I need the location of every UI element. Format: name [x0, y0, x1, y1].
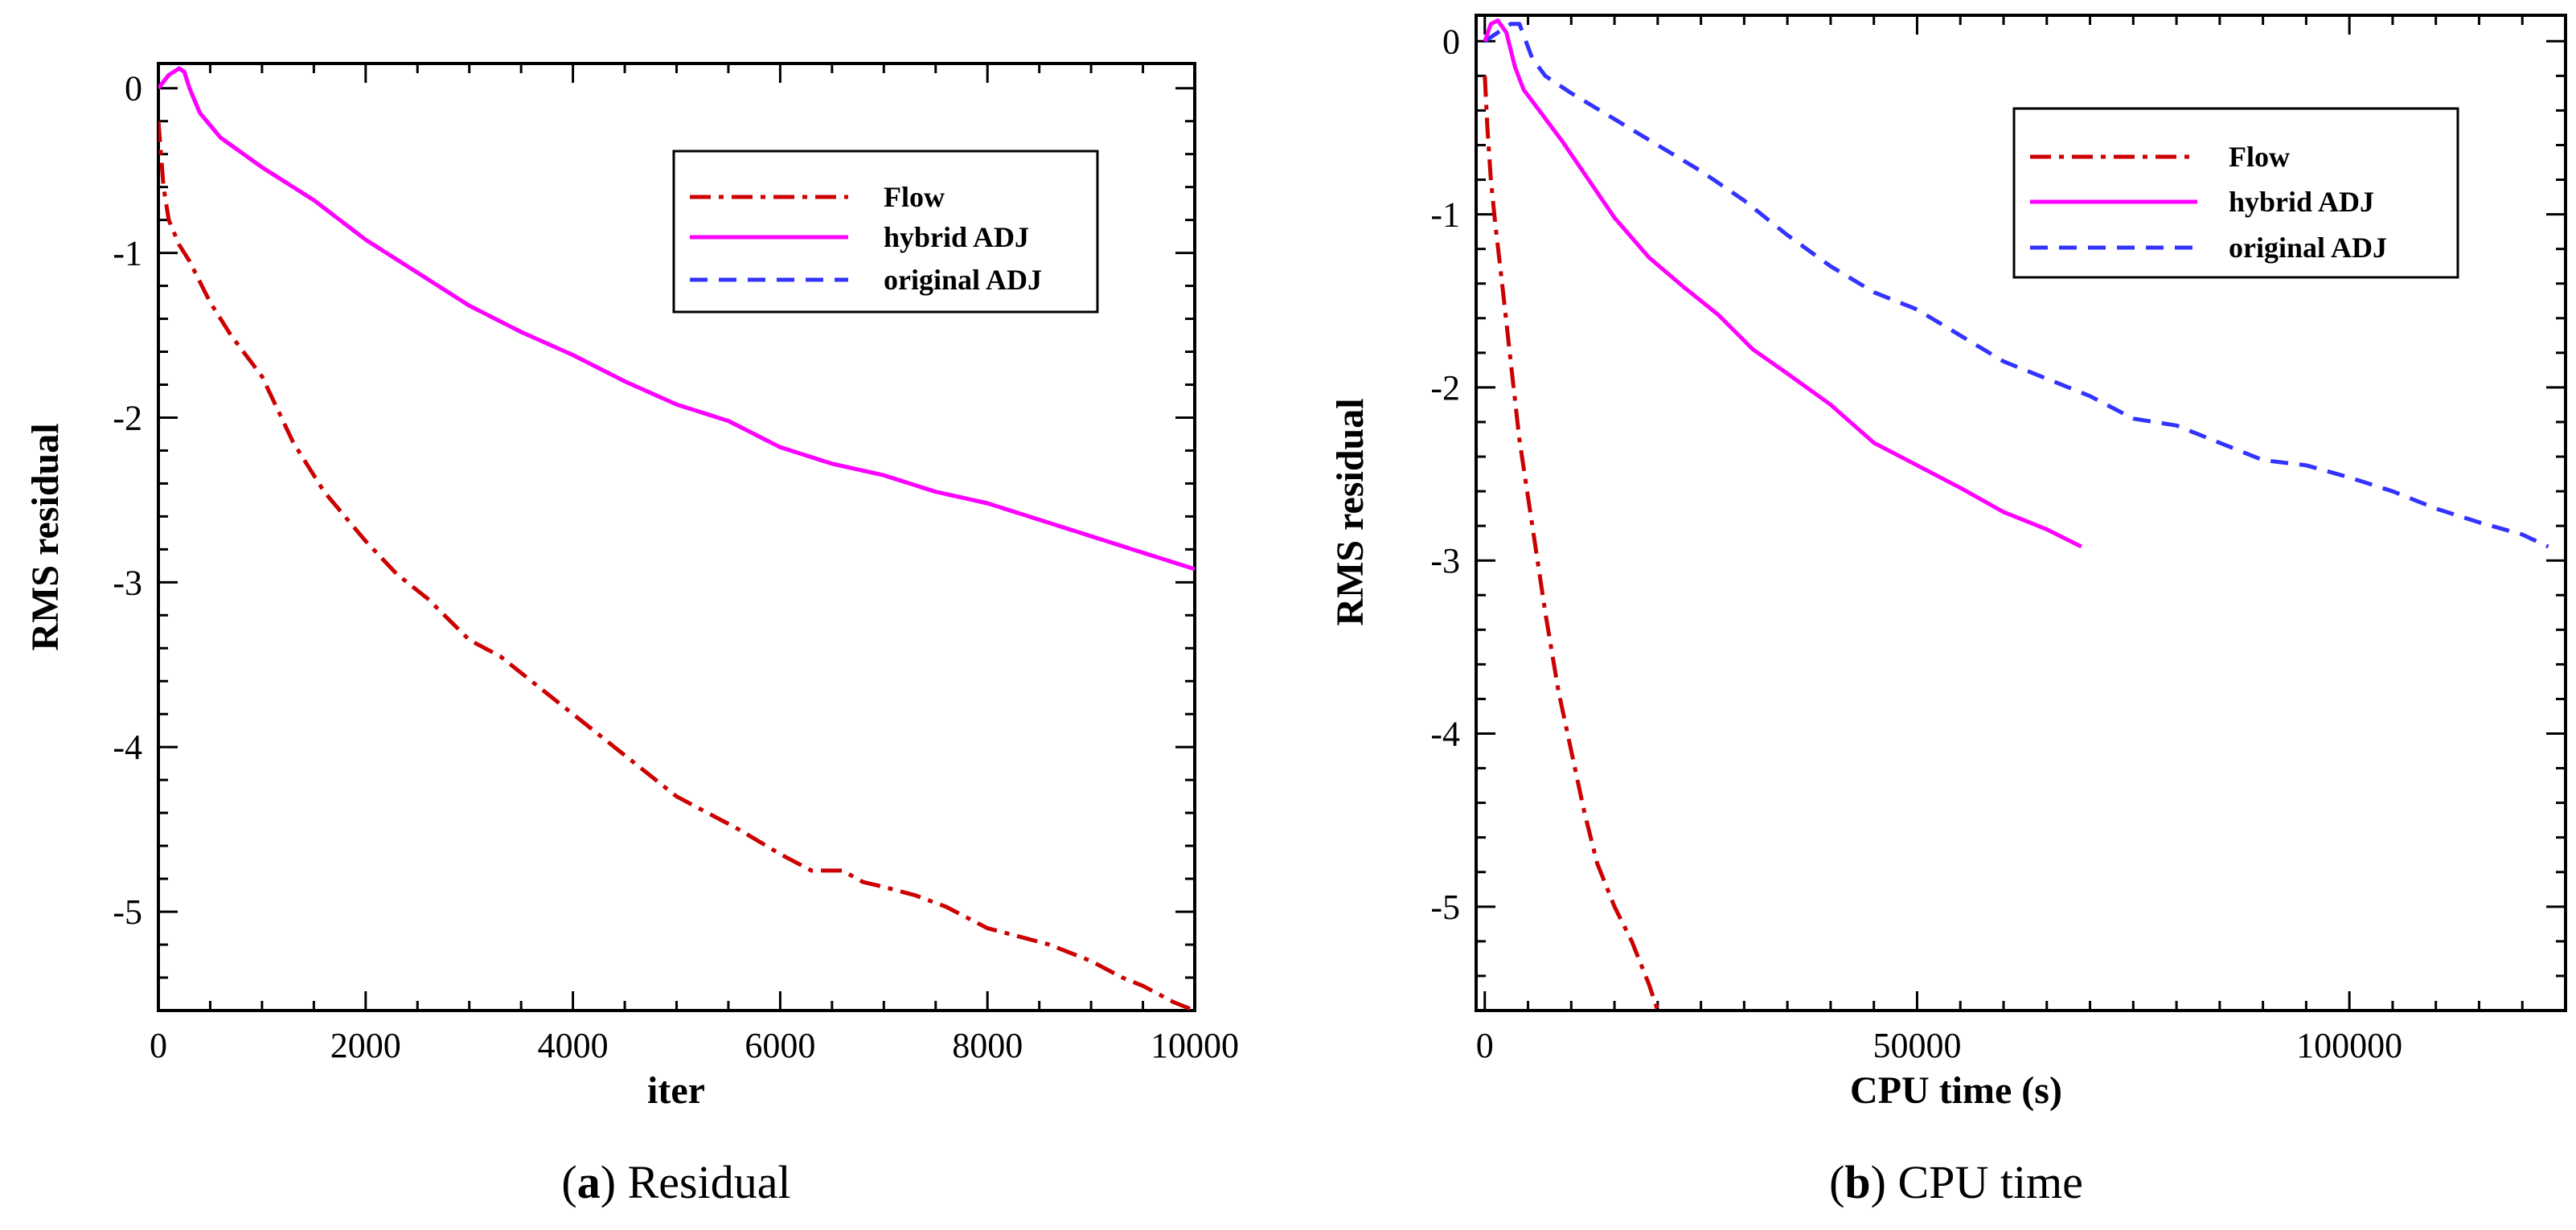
- panel-b-legend-label-flow: Flow: [2229, 141, 2290, 173]
- x-tick-label: 50000: [1873, 1026, 1961, 1065]
- x-tick-label: 10000: [1151, 1026, 1239, 1065]
- panel-b: 0 50000 100000 0 -1 -2 -3 -4 -5 CPU time (s) RM…: [1329, 14, 2567, 1208]
- panel-b-plot-frame: [1475, 14, 2567, 1012]
- panel-b-ticks: [1476, 15, 2567, 1011]
- panel-b-y-tick-labels: 0 -1 -2 -3 -4 -5: [1430, 22, 1460, 927]
- y-tick-label: -3: [113, 563, 142, 602]
- y-tick-label: -1: [1430, 195, 1460, 235]
- y-tick-label: 0: [125, 69, 142, 109]
- series-line-original-adj: [158, 66, 1195, 572]
- panel-b-caption-letter: b: [1844, 1156, 1870, 1208]
- panel-b-x-tick-labels: 0 50000 100000: [1476, 1026, 2402, 1065]
- panel-b-series: [1483, 18, 2549, 1011]
- x-tick-label: 8000: [952, 1026, 1023, 1065]
- y-tick-label: -3: [1430, 541, 1460, 580]
- panel-b-caption-text: CPU time: [1898, 1156, 2083, 1208]
- panel-a-caption: (a) Residual: [561, 1156, 790, 1208]
- panel-a: 0 2000 4000 6000 8000 10000 0-1-2-3-4-5 iter …: [24, 62, 1239, 1208]
- panel-a-legend-label-hybrid: hybrid ADJ: [884, 221, 1029, 253]
- y-tick-label: 0: [1442, 22, 1460, 61]
- series-line-flow: [158, 121, 1195, 1011]
- x-tick-label: 0: [1476, 1026, 1494, 1065]
- panel-b-legend-label-original: original ADJ: [2229, 232, 2387, 264]
- panel-b-xlabel: CPU time (s): [1850, 1069, 2062, 1112]
- x-tick-label: 0: [150, 1026, 167, 1065]
- x-tick-label: 4000: [538, 1026, 609, 1065]
- panel-a-x-tick-labels: 0 2000 4000 6000 8000 10000: [150, 1026, 1239, 1065]
- panel-a-caption-letter: a: [577, 1156, 601, 1208]
- series-line-hybrid-adj: [1483, 18, 2082, 549]
- y-tick-label: -5: [113, 892, 142, 932]
- x-tick-label: 100000: [2296, 1026, 2402, 1065]
- panel-b-legend-label-hybrid: hybrid ADJ: [2229, 186, 2374, 218]
- y-tick-label: -5: [1430, 888, 1460, 927]
- x-tick-label: 6000: [744, 1026, 815, 1065]
- series-line-original-adj: [1483, 22, 2549, 549]
- panel-a-series: [158, 66, 1195, 1011]
- series-line-flow: [1483, 76, 1660, 1011]
- panel-b-legend: Flow hybrid ADJ original ADJ: [2012, 107, 2459, 279]
- panel-b-caption: (b) CPU time: [1829, 1156, 2083, 1208]
- y-tick-label: -1: [113, 234, 142, 273]
- panel-a-legend-label-original: original ADJ: [884, 264, 1042, 296]
- y-tick-label: -4: [1430, 715, 1460, 754]
- panel-a-caption-text: Residual: [628, 1156, 791, 1208]
- x-tick-label: 2000: [330, 1026, 401, 1065]
- panel-a-legend-label-flow: Flow: [884, 181, 945, 213]
- panel-a-ticks: [157, 64, 1196, 1011]
- panel-a-ylabel: RMS residual: [24, 423, 67, 650]
- panel-b-ylabel: RMS residual: [1329, 398, 1372, 625]
- panel-a-legend-box: [672, 150, 1099, 314]
- y-tick-label: -2: [113, 398, 142, 437]
- panel-a-xlabel: iter: [647, 1069, 705, 1112]
- series-line-hybrid-adj: [158, 66, 1195, 572]
- y-tick-label: -4: [113, 728, 142, 767]
- panel-a-y-tick-labels: 0 -1 -2 -3 -4 -5: [113, 69, 142, 932]
- y-tick-label: -2: [1430, 368, 1460, 408]
- panel-a-legend: Flow hybrid ADJ original ADJ: [672, 150, 1099, 314]
